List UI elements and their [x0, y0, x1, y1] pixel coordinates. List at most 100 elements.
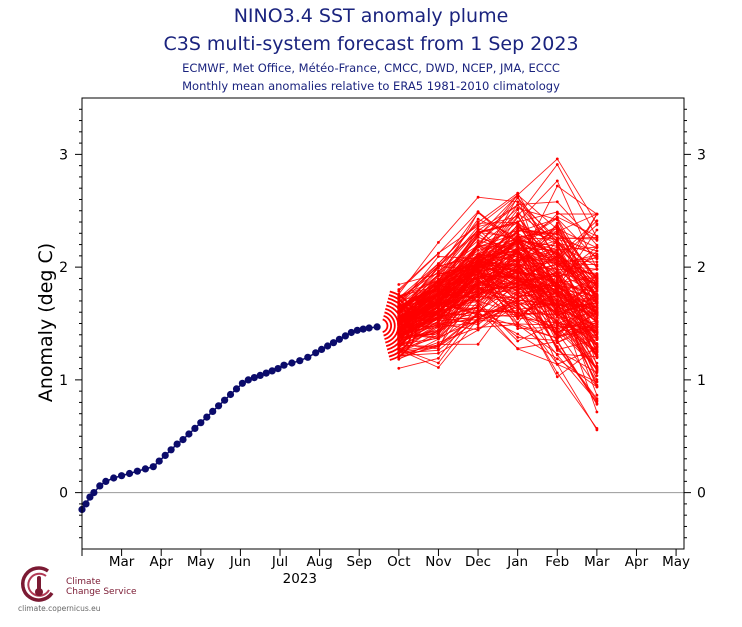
- ensemble-member-line: [398, 194, 598, 314]
- chart-subtitle: C3S multi-system forecast from 1 Sep 202…: [163, 33, 579, 55]
- observed-series: [78, 323, 381, 514]
- ensemble-member-point: [595, 296, 599, 299]
- ensemble-member-point: [476, 321, 480, 324]
- ensemble-member-point: [595, 257, 599, 261]
- ensemble-member-point: [476, 252, 480, 256]
- ensemble-member-point: [595, 260, 599, 264]
- ensemble-member-point: [437, 366, 440, 369]
- ensemble-member-point: [555, 322, 559, 325]
- ensemble-member-point: [555, 239, 559, 243]
- ensemble-member-line: [398, 286, 598, 333]
- observed-point: [329, 339, 338, 347]
- ensemble-member-point: [595, 325, 599, 329]
- ensemble-member-point: [595, 249, 599, 253]
- ensemble-member-point: [476, 278, 480, 281]
- observed-point: [125, 469, 134, 478]
- ensemble-member-point: [516, 259, 520, 263]
- ensemble-member-point: [516, 301, 520, 304]
- ensemble-member-line: [398, 266, 598, 349]
- observed-point: [256, 371, 264, 379]
- ensemble-member-point: [437, 308, 440, 312]
- ensemble-member-point: [437, 361, 440, 365]
- ensemble-member-point: [555, 227, 559, 231]
- observed-point: [215, 402, 223, 410]
- ensemble-member-point: [437, 269, 440, 273]
- ensemble-member-point: [437, 302, 440, 306]
- ensemble-member-point: [555, 289, 559, 293]
- ensemble-member-point: [476, 342, 480, 346]
- ensemble-member-point: [516, 213, 520, 216]
- ensemble-member-point: [516, 347, 520, 350]
- y-tick-label-right: 3: [697, 147, 706, 163]
- ensemble-member-point: [516, 327, 520, 330]
- ensemble-member-point: [555, 295, 559, 298]
- ensemble-member-point: [476, 271, 480, 275]
- init-arc: [383, 315, 392, 337]
- ensemble-members: [397, 157, 599, 432]
- ensemble-member-line: [398, 302, 598, 378]
- chart-title: NINO3.4 SST anomaly plume: [233, 5, 509, 27]
- ensemble-member-point: [555, 157, 559, 161]
- ensemble-member-point: [595, 313, 599, 317]
- observed-point: [250, 374, 258, 382]
- ensemble-member-point: [555, 184, 559, 188]
- ensemble-member-point: [437, 351, 440, 355]
- ensemble-member-point: [555, 163, 559, 166]
- ensemble-member-point: [516, 332, 520, 336]
- observed-point: [141, 465, 149, 473]
- observed-point: [197, 419, 205, 427]
- ensemble-member-point: [595, 393, 599, 397]
- ensemble-member-point: [516, 281, 520, 284]
- ensemble-member-point: [555, 353, 559, 357]
- observed-point: [274, 365, 282, 373]
- logo-name-line1: Climate: [66, 577, 101, 587]
- ensemble-member-point: [437, 341, 440, 344]
- x-tick-label: Feb: [545, 554, 569, 570]
- ensemble-member-line: [398, 304, 598, 431]
- observed-point: [118, 472, 126, 480]
- observed-point: [167, 446, 175, 454]
- ensemble-member-point: [476, 220, 480, 224]
- ensemble-member-point: [476, 313, 480, 317]
- ensemble-member-point: [555, 277, 559, 281]
- observed-point: [185, 430, 193, 438]
- ensemble-member-point: [437, 273, 440, 277]
- ensemble-member-point: [595, 228, 599, 232]
- observed-point: [173, 440, 181, 448]
- ensemble-member-point: [555, 210, 559, 214]
- ensemble-member-point: [516, 241, 520, 244]
- ensemble-member-point: [555, 310, 559, 314]
- ensemble-member-line: [398, 250, 598, 339]
- observed-point: [110, 474, 118, 482]
- ensemble-member-point: [595, 223, 599, 227]
- observed-point: [312, 349, 320, 357]
- ensemble-member-point: [437, 324, 440, 328]
- ensemble-member-point: [476, 239, 480, 242]
- ensemble-member-point: [595, 356, 599, 360]
- observed-point: [238, 379, 246, 387]
- ensemble-member-point: [595, 288, 599, 292]
- ensemble-member-point: [555, 362, 559, 366]
- ensemble-member-point: [476, 295, 480, 299]
- y-tick-label-right: 1: [697, 373, 706, 389]
- initial-condition-marker: [382, 290, 418, 361]
- ensemble-member-point: [516, 286, 520, 289]
- ensemble-member-point: [555, 254, 559, 258]
- ensemble-member-point: [476, 249, 480, 252]
- ensemble-member-point: [516, 272, 520, 275]
- ensemble-member-point: [516, 288, 520, 292]
- observed-point: [232, 385, 241, 393]
- ensemble-member-point: [516, 336, 520, 339]
- ensemble-member-point: [516, 283, 520, 287]
- ensemble-member-line: [398, 275, 598, 333]
- ensemble-member-line: [398, 208, 598, 314]
- ensemble-member-point: [555, 200, 559, 204]
- ensemble-member-point: [516, 232, 520, 236]
- ensemble-member-point: [595, 353, 599, 357]
- ensemble-member-point: [437, 335, 440, 339]
- ensemble-member-point: [555, 281, 559, 285]
- y-tick-label-left: 2: [59, 260, 68, 276]
- ensemble-member-point: [595, 427, 599, 430]
- observed-point: [288, 359, 296, 367]
- ensemble-member-point: [437, 262, 440, 265]
